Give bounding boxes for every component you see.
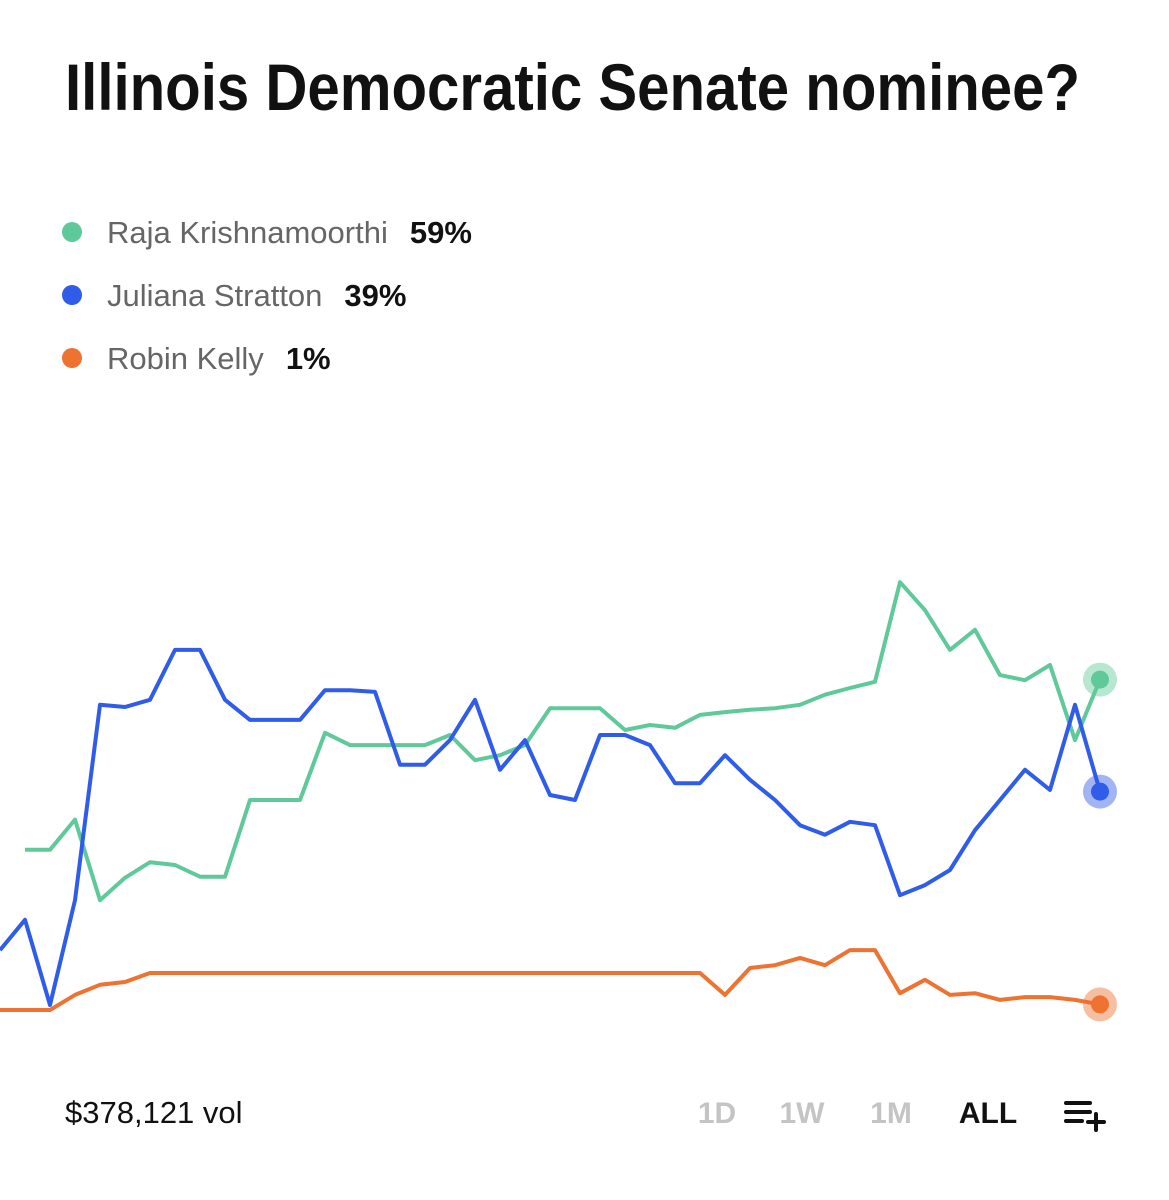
end-dot — [1091, 670, 1109, 689]
series-line — [25, 580, 1102, 903]
legend-value: 59% — [410, 215, 472, 250]
series-line — [0, 647, 1102, 1007]
legend-name: Juliana Stratton — [107, 278, 322, 313]
volume: $378,121 vol — [65, 1095, 243, 1130]
legend-entry: Juliana Stratton 39% — [107, 278, 406, 313]
legend-entry: Raja Krishnamoorthi 59% — [107, 215, 472, 250]
legend-name: Raja Krishnamoorthi — [107, 215, 388, 250]
add-icon[interactable] — [1064, 1101, 1106, 1132]
range-button[interactable]: ALL — [959, 1097, 1017, 1130]
range-button[interactable]: 1D — [698, 1097, 736, 1130]
legend-name: Robin Kelly — [107, 341, 264, 376]
series-line — [0, 948, 1101, 1012]
legend-dot — [62, 222, 82, 242]
range-button[interactable]: 1M — [870, 1097, 912, 1130]
end-dot — [1091, 782, 1109, 801]
legend-value: 1% — [286, 341, 331, 376]
title: Illinois Democratic Senate nominee? — [65, 50, 1080, 124]
legend-dot — [62, 285, 82, 305]
legend-value: 39% — [344, 278, 406, 313]
legend-entry: Robin Kelly 1% — [107, 341, 331, 376]
end-dot — [1091, 995, 1109, 1014]
legend-dot — [62, 348, 82, 368]
range-button[interactable]: 1W — [780, 1097, 826, 1130]
